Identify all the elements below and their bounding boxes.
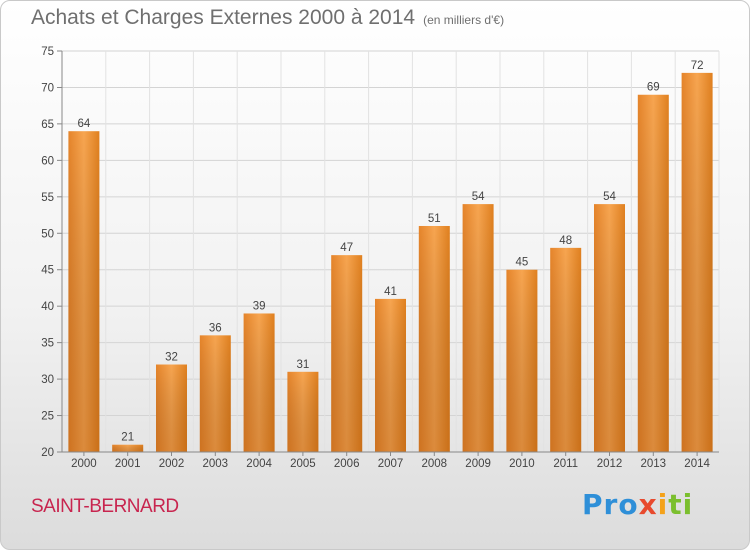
bar-value-label: 41 [384,286,397,298]
chart-title-text: Achats et Charges Externes 2000 à 2014 [31,6,416,29]
bar-shade [156,364,187,452]
y-tick-label: 65 [41,119,54,131]
y-tick-label: 50 [41,228,54,240]
y-tick-label: 40 [41,301,54,313]
y-tick-label: 70 [41,82,54,94]
logo-part-4: ti [668,488,694,521]
bar-value-label: 45 [516,257,529,269]
bar-shade [331,255,363,452]
bar-value-label: 48 [559,235,572,247]
x-tick-label: 2007 [378,458,404,470]
bar-value-label: 32 [165,352,178,364]
bar-shade [506,269,538,452]
x-tick-label: 2001 [115,458,141,470]
x-tick-label: 2010 [509,458,535,470]
logo-part-3: i [657,488,669,521]
bar-shade [287,371,319,452]
place-name: SAINT-BERNARD [31,496,179,517]
x-tick-label: 2000 [71,458,97,470]
proxiti-logo: Proxiti [582,488,693,521]
bars-layer: 64 21 32 36 39 31 47 41 51 54 45 48 54 69 72 [68,60,713,452]
bar-value-label: 54 [472,191,485,203]
x-tick-label: 2005 [290,458,316,470]
x-tick-label: 2011 [553,458,578,470]
bar-value-label: 51 [428,213,441,225]
x-tick-label: 2009 [465,458,491,470]
y-tick-label: 25 [41,411,54,423]
bar-value-label: 21 [121,432,134,444]
logo-part-1: Pro [582,488,639,521]
bar-value-label: 69 [647,82,660,94]
chart-subtitle: (en milliers d'€) [423,13,505,27]
y-tick-label: 75 [41,46,54,58]
bar-value-label: 39 [253,300,266,312]
logo-part-2: x [638,488,658,521]
x-tick-label: 2012 [597,458,623,470]
bar-shade [462,204,494,452]
y-tick-label: 60 [41,155,54,167]
bar-value-label: 36 [209,322,222,334]
bar-value-label: 64 [78,118,91,130]
y-tick-label: 45 [41,265,54,277]
y-tick-label: 30 [41,374,54,386]
bar-shade [68,131,100,452]
bar-shade [594,204,625,452]
chart-title: Achats et Charges Externes 2000 à 2014 (e… [31,6,504,30]
bar-shade [637,94,669,452]
y-tick-label: 35 [41,338,54,350]
x-tick-label: 2006 [334,458,360,470]
x-tick-label: 2008 [422,458,448,470]
bar-shade [112,444,144,452]
bar-value-label: 31 [297,359,310,371]
bar-shade [418,225,450,452]
bar-shade [199,335,231,452]
bar-shade [375,298,406,452]
bar-value-label: 47 [340,242,353,254]
x-tick-label: 2004 [246,458,272,470]
bar-value-label: 54 [603,191,616,203]
x-tick-label: 2014 [684,458,710,470]
y-tick-label: 55 [41,192,54,204]
x-tick-label: 2013 [641,458,667,470]
x-tick-label: 2002 [159,458,185,470]
bar-shade [550,247,582,452]
bar-value-label: 72 [691,60,704,72]
bar-shade [681,72,713,452]
x-tick-label: 2003 [203,458,229,470]
bar-shade [243,313,275,452]
y-tick-label: 20 [41,447,54,459]
axis-layer: 20 25 30 35 40 45 50 55 60 65 70 75 2000 2001 2002 2003… [41,46,719,470]
